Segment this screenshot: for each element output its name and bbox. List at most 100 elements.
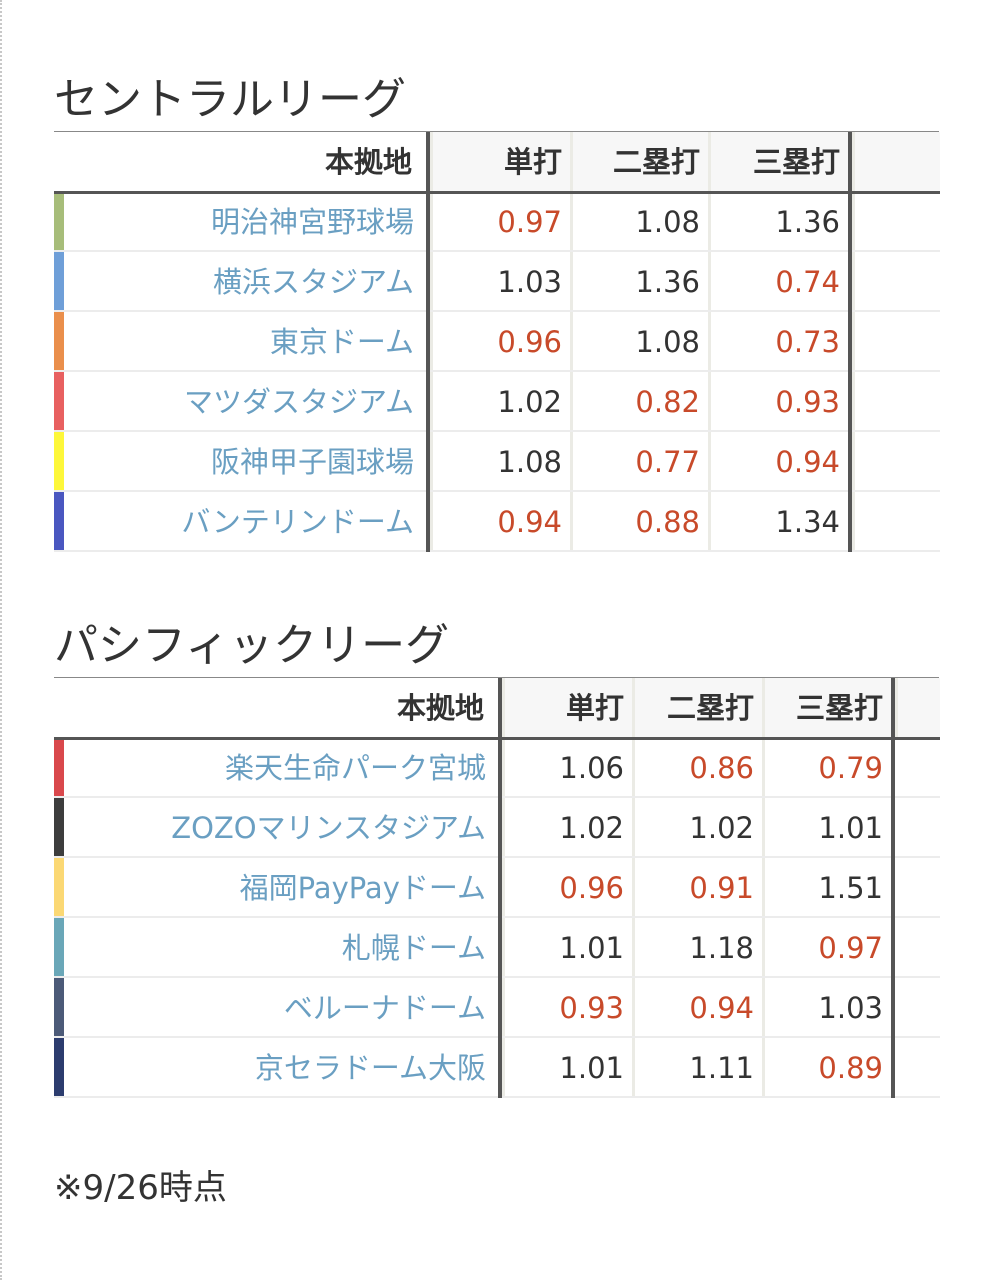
team-color-bar	[54, 918, 64, 978]
row-divider	[54, 430, 940, 432]
park-factor-cell: 1.08	[570, 312, 708, 372]
row-divider	[54, 250, 940, 252]
header-col-1: 単打	[430, 132, 570, 192]
park-factor-cell: 1.02	[632, 798, 762, 858]
park-factor-cell: 0.91	[632, 858, 762, 918]
table-row: 明治神宮野球場 0.971.081.361	[54, 192, 940, 252]
team-color-bar	[54, 372, 64, 432]
stadium-link[interactable]: ZOZOマリンスタジアム	[171, 811, 486, 845]
park-factor-cell: 1.03	[430, 252, 570, 312]
team-color-bar	[54, 978, 64, 1038]
header-row: 本拠地単打二塁打三塁打三	[54, 132, 940, 192]
row-divider	[54, 856, 940, 858]
table-row: 東京ドーム 0.961.080.731	[54, 312, 940, 372]
park-factor-cell: 0.94	[708, 432, 848, 492]
row-divider	[54, 550, 940, 552]
stadium-link[interactable]: 楽天生命パーク宮城	[224, 751, 486, 785]
table-row: 楽天生命パーク宮城 1.06 0.86 0.79	[54, 738, 940, 798]
stadium-link[interactable]: バンテリンドーム	[181, 505, 414, 539]
row-divider	[54, 916, 940, 918]
stadium-link[interactable]: 福岡PayPayドーム	[239, 871, 486, 905]
stadium-link[interactable]: マツダスタジアム	[184, 385, 414, 419]
park-factor-cell: 0.82	[570, 372, 708, 432]
header-bottom-border	[54, 191, 940, 194]
park-factor-cell: 0.97	[430, 192, 570, 252]
park-factor-cell: 0.77	[570, 432, 708, 492]
park-factor-cell: 0.93	[502, 978, 632, 1038]
column-group-border	[848, 132, 852, 552]
table-row: 横浜スタジアム 1.031.360.740	[54, 252, 940, 312]
park-factor-cell: 0.89	[762, 1038, 891, 1098]
header-col-2: 二塁打	[632, 678, 762, 738]
park-factor-cell: 0.94	[632, 978, 762, 1038]
park-factor-cell: 1.03	[762, 978, 891, 1038]
park-factor-cell: 1.06	[502, 738, 632, 798]
park-factor-cell: 0	[852, 372, 940, 432]
header-col-3: 三塁打	[762, 678, 891, 738]
park-factor-cell: 1.08	[570, 192, 708, 252]
table-row: バンテリンドーム 0.940.881.341	[54, 492, 940, 552]
park-factor-cell: 1	[852, 492, 940, 552]
team-color-bar	[54, 798, 64, 858]
stadium-link[interactable]: 横浜スタジアム	[213, 265, 414, 299]
header-col-4	[895, 678, 940, 738]
central-league-table: 本拠地単打二塁打三塁打三明治神宮野球場0.971.081.361横浜スタジアム1…	[54, 132, 940, 554]
park-factor-cell: 1.36	[570, 252, 708, 312]
park-factor-cell: 1.11	[632, 1038, 762, 1098]
column-group-border	[426, 132, 430, 552]
header-col-4: 三	[852, 132, 940, 192]
team-color-bar	[54, 858, 64, 918]
park-factor-cell: 0	[852, 432, 940, 492]
table-row: 阪神甲子園球場 1.080.770.940	[54, 432, 940, 492]
header-stadium: 本拠地	[64, 678, 496, 738]
park-factor-cell: 1.02	[430, 372, 570, 432]
team-color-bar	[54, 1038, 64, 1098]
park-factor-cell: 0.96	[430, 312, 570, 372]
park-factor-cell: 1.18	[632, 918, 762, 978]
pacific-league-title: パシフィックリーグ	[54, 620, 450, 671]
team-color-bar	[54, 738, 64, 798]
row-divider	[54, 310, 940, 312]
park-factor-cell: 0	[852, 252, 940, 312]
table-row: 京セラドーム大阪 1.01 1.11 0.89	[54, 1038, 940, 1098]
column-group-border	[498, 678, 502, 1098]
park-factor-cell: 0.96	[502, 858, 632, 918]
row-divider	[54, 976, 940, 978]
park-factor-cell: 1.02	[502, 798, 632, 858]
table-row: ZOZOマリンスタジアム 1.02 1.02 1.01	[54, 798, 940, 858]
header-col-3: 三塁打	[708, 132, 848, 192]
page-edge	[0, 0, 2, 1280]
park-factor-cell: 0.94	[430, 492, 570, 552]
stadium-link[interactable]: ベルーナドーム	[283, 991, 486, 1025]
park-factor-cell: 1.36	[708, 192, 848, 252]
park-factor-cell: 0.86	[632, 738, 762, 798]
header-stadium: 本拠地	[64, 132, 424, 192]
stadium-link[interactable]: 札幌ドーム	[341, 931, 486, 965]
row-divider	[54, 370, 940, 372]
park-factor-cell: 0.73	[708, 312, 848, 372]
header-row: 本拠地 単打 二塁打 三塁打	[54, 678, 940, 738]
park-factor-cell: 1.01	[502, 1038, 632, 1098]
team-color-bar	[54, 432, 64, 492]
park-factor-cell: 0.74	[708, 252, 848, 312]
team-color-bar	[54, 252, 64, 312]
row-divider	[54, 796, 940, 798]
stadium-link[interactable]: 明治神宮野球場	[210, 205, 414, 239]
team-color-bar	[54, 312, 64, 372]
stadium-link[interactable]: 東京ドーム	[269, 325, 414, 359]
row-divider	[54, 1036, 940, 1038]
park-factor-cell: 1	[852, 312, 940, 372]
table-row: 札幌ドーム 1.01 1.18 0.97	[54, 918, 940, 978]
park-factor-cell: 1.08	[430, 432, 570, 492]
park-factor-cell: 1.01	[762, 798, 891, 858]
park-factor-cell: 0.79	[762, 738, 891, 798]
row-divider	[54, 1096, 940, 1098]
pacific-title-rule	[54, 677, 939, 678]
stadium-link[interactable]: 阪神甲子園球場	[210, 445, 414, 479]
park-factor-cell: 0.97	[762, 918, 891, 978]
park-factor-cell: 0.88	[570, 492, 708, 552]
header-bottom-border	[54, 737, 940, 740]
stadium-link[interactable]: 京セラドーム大阪	[254, 1051, 486, 1085]
park-factor-cell: 1.01	[502, 918, 632, 978]
row-divider	[54, 490, 940, 492]
